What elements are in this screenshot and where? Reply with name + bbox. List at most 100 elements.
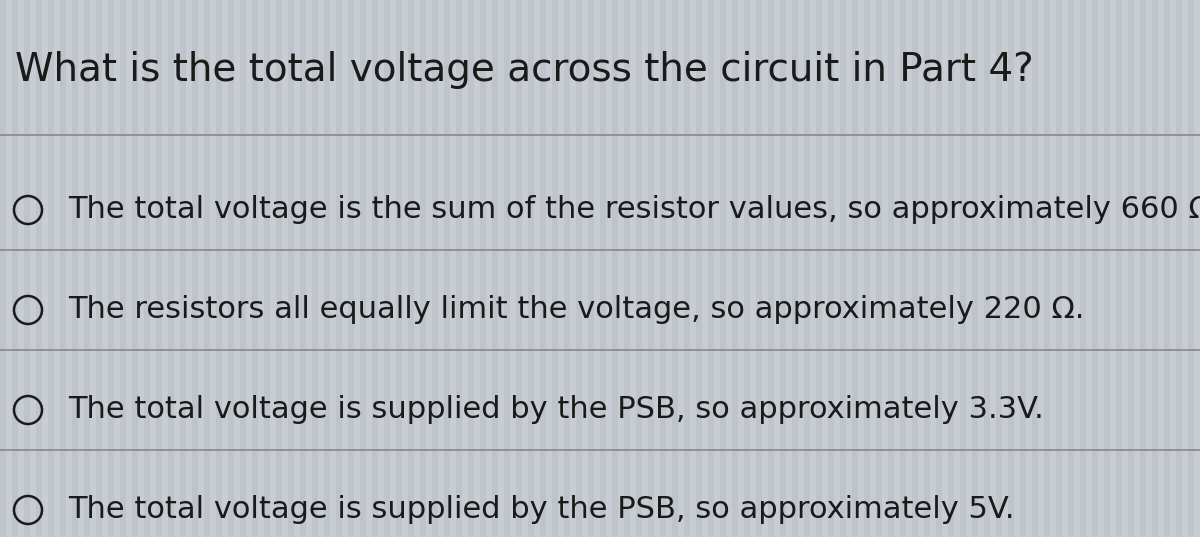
Bar bbox=[1068, 0, 1074, 537]
Bar bbox=[636, 0, 642, 537]
Bar bbox=[708, 0, 714, 537]
Bar bbox=[168, 0, 174, 537]
Bar bbox=[552, 0, 558, 537]
Bar bbox=[408, 0, 414, 537]
Bar bbox=[780, 0, 786, 537]
Bar bbox=[360, 0, 366, 537]
Bar bbox=[1164, 0, 1170, 537]
Bar bbox=[432, 0, 438, 537]
Bar bbox=[312, 0, 318, 537]
Bar bbox=[720, 0, 726, 537]
Bar bbox=[480, 0, 486, 537]
Text: The total voltage is supplied by the PSB, so approximately 5V.: The total voltage is supplied by the PSB… bbox=[68, 496, 1014, 525]
Bar bbox=[156, 0, 162, 537]
Bar bbox=[288, 0, 294, 537]
Bar bbox=[852, 0, 858, 537]
Bar bbox=[1092, 0, 1098, 537]
Bar bbox=[72, 0, 78, 537]
Bar bbox=[648, 0, 654, 537]
Bar bbox=[1044, 0, 1050, 537]
Bar bbox=[348, 0, 354, 537]
Bar bbox=[876, 0, 882, 537]
Bar bbox=[252, 0, 258, 537]
Bar bbox=[840, 0, 846, 537]
Bar bbox=[108, 0, 114, 537]
Text: The resistors all equally limit the voltage, so approximately 220 Ω.: The resistors all equally limit the volt… bbox=[68, 295, 1085, 324]
Bar bbox=[672, 0, 678, 537]
Bar bbox=[0, 0, 6, 537]
Bar bbox=[1188, 0, 1194, 537]
Bar bbox=[612, 0, 618, 537]
Bar bbox=[240, 0, 246, 537]
Bar bbox=[396, 0, 402, 537]
Bar bbox=[900, 0, 906, 537]
Bar bbox=[192, 0, 198, 537]
Bar bbox=[516, 0, 522, 537]
Bar bbox=[264, 0, 270, 537]
Bar bbox=[1056, 0, 1062, 537]
Bar bbox=[372, 0, 378, 537]
Bar bbox=[504, 0, 510, 537]
Bar bbox=[276, 0, 282, 537]
Bar bbox=[960, 0, 966, 537]
Bar bbox=[948, 0, 954, 537]
Bar bbox=[1128, 0, 1134, 537]
Bar bbox=[24, 0, 30, 537]
Bar bbox=[120, 0, 126, 537]
Bar bbox=[576, 0, 582, 537]
Bar bbox=[384, 0, 390, 537]
Bar bbox=[216, 0, 222, 537]
Bar bbox=[444, 0, 450, 537]
Bar bbox=[36, 0, 42, 537]
Bar bbox=[684, 0, 690, 537]
Bar bbox=[144, 0, 150, 537]
Bar bbox=[804, 0, 810, 537]
Bar bbox=[660, 0, 666, 537]
Bar bbox=[12, 0, 18, 537]
Bar bbox=[864, 0, 870, 537]
Bar bbox=[1008, 0, 1014, 537]
Bar bbox=[528, 0, 534, 537]
Bar bbox=[1032, 0, 1038, 537]
Bar bbox=[624, 0, 630, 537]
Bar bbox=[732, 0, 738, 537]
Bar bbox=[336, 0, 342, 537]
Bar bbox=[1020, 0, 1026, 537]
Bar bbox=[888, 0, 894, 537]
Bar bbox=[420, 0, 426, 537]
Bar bbox=[1176, 0, 1182, 537]
Bar bbox=[1140, 0, 1146, 537]
Bar bbox=[828, 0, 834, 537]
Bar bbox=[456, 0, 462, 537]
Bar bbox=[540, 0, 546, 537]
Bar bbox=[912, 0, 918, 537]
Bar bbox=[96, 0, 102, 537]
Bar bbox=[324, 0, 330, 537]
Bar bbox=[468, 0, 474, 537]
Bar bbox=[228, 0, 234, 537]
Bar bbox=[492, 0, 498, 537]
Text: What is the total voltage across the circuit in Part 4?: What is the total voltage across the cir… bbox=[14, 51, 1033, 89]
Bar bbox=[936, 0, 942, 537]
Text: The total voltage is supplied by the PSB, so approximately 3.3V.: The total voltage is supplied by the PSB… bbox=[68, 395, 1044, 425]
Bar bbox=[180, 0, 186, 537]
Bar bbox=[972, 0, 978, 537]
Bar bbox=[1116, 0, 1122, 537]
Bar bbox=[84, 0, 90, 537]
Bar bbox=[1104, 0, 1110, 537]
Bar bbox=[696, 0, 702, 537]
Bar bbox=[204, 0, 210, 537]
Bar bbox=[816, 0, 822, 537]
Bar bbox=[564, 0, 570, 537]
Bar bbox=[996, 0, 1002, 537]
Bar bbox=[1152, 0, 1158, 537]
Bar bbox=[924, 0, 930, 537]
Bar bbox=[1080, 0, 1086, 537]
Text: The total voltage is the sum of the resistor values, so approximately 660 Ω.: The total voltage is the sum of the resi… bbox=[68, 195, 1200, 224]
Bar bbox=[756, 0, 762, 537]
Bar bbox=[768, 0, 774, 537]
Bar bbox=[588, 0, 594, 537]
Bar bbox=[792, 0, 798, 537]
Bar bbox=[984, 0, 990, 537]
Bar bbox=[60, 0, 66, 537]
